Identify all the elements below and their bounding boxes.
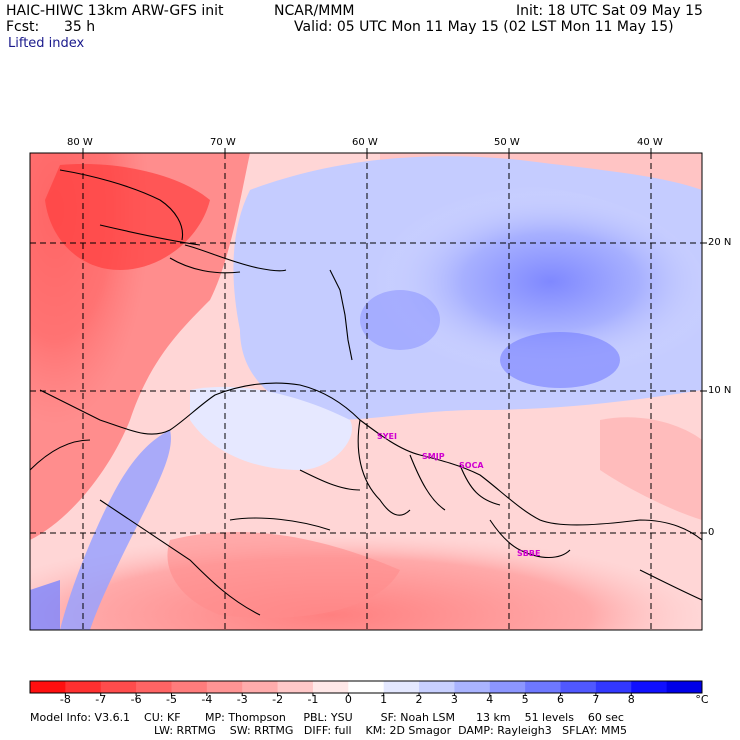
valid-time: Valid: 05 UTC Mon 11 May 15 (02 LST Mon … (294, 19, 674, 35)
colorbar-swatch (489, 681, 526, 693)
colorbar-tick-label: 5 (521, 693, 529, 706)
colorbar-swatch (65, 681, 102, 693)
colorbar-swatch (383, 681, 420, 693)
footer-physics-info: LW: RRTMG SW: RRTMG DIFF: full KM: 2D Sm… (154, 724, 627, 737)
colorbar-swatch (454, 681, 491, 693)
axis-ticks (82, 148, 707, 534)
field-name: Lifted index (8, 36, 85, 51)
colorbar-tick-label: -7 (95, 693, 107, 706)
station-syei: SYEI (377, 432, 397, 441)
colorbar-swatch (525, 681, 562, 693)
colorbar-tick-label: -6 (130, 693, 142, 706)
andes-stable (60, 430, 171, 630)
colorbar-swatch (100, 681, 137, 693)
stable-core-2 (360, 290, 440, 350)
colorbar-swatch (348, 681, 385, 693)
lat-label-10n: 10 N (708, 385, 732, 396)
colorbar-tick-label: 7 (592, 693, 600, 706)
footer-model-info: Model Info: V3.6.1 CU: KF MP: Thompson P… (30, 711, 624, 724)
lon-label-60w: 60 W (352, 137, 378, 148)
coastlines (30, 169, 702, 616)
lon-label-80w: 80 W (67, 137, 93, 148)
lon-label-50w: 50 W (494, 137, 520, 148)
colorbar-swatch (419, 681, 455, 693)
lon-label-40w: 40 W (637, 137, 663, 148)
colorbar-frame (29, 680, 703, 694)
colorbar-tick-label: 6 (557, 693, 565, 706)
colorbar-tick-label: 3 (450, 693, 458, 706)
colorbar-swatch (206, 681, 243, 693)
lat-label-0: 0 (708, 527, 715, 538)
colorbar-tick-label: -5 (165, 693, 177, 706)
station-smjp: SMJP (422, 452, 445, 461)
colorbar-swatch (30, 681, 66, 693)
colorbar-unit: °C (695, 693, 709, 706)
graticule (30, 153, 702, 630)
fcst-label: Fcst: (6, 19, 40, 35)
colorbar-tick-label: 1 (380, 693, 388, 706)
station-soca: SOCA (459, 461, 484, 470)
init-time: Init: 18 UTC Sat 09 May 15 (516, 3, 703, 19)
colorbar-tick-label: -3 (236, 693, 248, 706)
colorbar-tick-label: 8 (627, 693, 635, 706)
colorbar-swatch (171, 681, 208, 693)
colorbar-swatch (277, 681, 314, 693)
colorbar-tick-label: -2 (272, 693, 284, 706)
colorbar-swatch (136, 681, 172, 693)
lon-label-70w: 70 W (210, 137, 236, 148)
model-title: HAIC-HIWC 13km ARW-GFS init (6, 3, 224, 19)
colorbar-tick-label: 2 (415, 693, 423, 706)
colorbar-swatch (595, 681, 632, 693)
colorbar-tick-label: 4 (486, 693, 494, 706)
stable-max (500, 332, 620, 388)
colorbar-tick-label: -1 (307, 693, 319, 706)
fcst-value: 35 h (64, 19, 96, 35)
unstable-amazon (167, 531, 400, 618)
colorbar-swatch (666, 681, 703, 693)
colorbar-swatch (312, 681, 349, 693)
colorbar-tick-label: 0 (344, 693, 352, 706)
unstable-max (45, 164, 210, 270)
colorbar-swatch (242, 681, 279, 693)
colorbar-tick-label: -8 (59, 693, 71, 706)
lat-label-20n: 20 N (708, 237, 732, 248)
station-sbbe: SBBE (517, 549, 541, 558)
colorbar-swatch (631, 681, 668, 693)
colorbar-swatch (560, 681, 597, 693)
center-label: NCAR/MMM (274, 3, 355, 19)
colorbar-tick-label: -4 (201, 693, 213, 706)
pacific-stable (30, 580, 60, 630)
